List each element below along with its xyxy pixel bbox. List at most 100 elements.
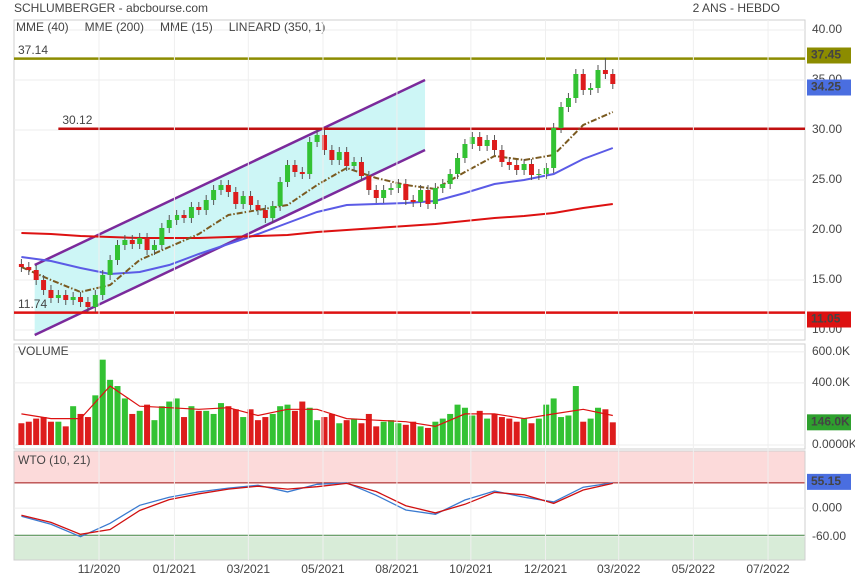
value-box: [807, 414, 851, 431]
volume-bar: [321, 417, 328, 445]
volume-bar: [277, 406, 284, 445]
candle-body: [218, 185, 224, 190]
volume-bar: [240, 417, 247, 445]
volume-bar: [314, 420, 321, 445]
plot-area: 37.14 30.12 11.74: [14, 43, 805, 337]
value-box: [807, 311, 851, 328]
candle-body: [188, 207, 194, 218]
candle-body: [336, 152, 342, 160]
candle-body: [78, 297, 84, 302]
zone: [14, 451, 805, 483]
x-tick-label: 07/2022: [746, 562, 790, 576]
y-tick-label: 600.0K: [812, 344, 850, 358]
x-tick-label: 03/2022: [597, 562, 641, 576]
volume-bar: [210, 413, 217, 445]
volume-bar: [70, 406, 77, 445]
candle-body: [381, 190, 387, 198]
volume-bar: [225, 406, 232, 445]
candle-body: [344, 152, 350, 166]
volume-bar: [580, 421, 587, 445]
value-box: [807, 47, 851, 64]
volume-bar: [84, 417, 91, 445]
volume-bar: [269, 413, 276, 445]
candle-body: [307, 142, 313, 174]
volume-average: [21, 385, 613, 428]
volume-bar: [461, 407, 468, 445]
candle-body: [580, 74, 586, 90]
volume-bar: [491, 413, 498, 445]
volume-bar: [203, 410, 210, 445]
value-label: 11.05: [811, 312, 841, 326]
candle-body: [144, 238, 150, 250]
volume-bar: [484, 418, 491, 445]
volume-bar: [476, 410, 483, 445]
candle-body: [484, 140, 490, 146]
value-label: 55.15: [811, 474, 841, 488]
candle-body: [33, 270, 39, 280]
volume-bar: [99, 359, 106, 445]
x-tick-label: 05/2022: [672, 562, 716, 576]
volume-bar: [217, 403, 224, 445]
x-tick-label: 05/2021: [301, 562, 345, 576]
chart-title: SCHLUMBERGER - abcbourse.com: [14, 1, 208, 15]
candle-body: [277, 182, 283, 206]
candle-body: [351, 162, 357, 166]
candle-body: [506, 162, 512, 165]
candle-body: [159, 228, 165, 245]
panel-title: WTO (10, 21): [18, 453, 90, 467]
y-tick-label: 400.0K: [812, 375, 850, 389]
volume-bar: [565, 415, 572, 445]
value-label: 34.25: [811, 80, 841, 94]
volume-bar: [454, 404, 461, 445]
volume-bar: [439, 418, 446, 445]
panel-border: [13, 450, 806, 561]
candle-body: [610, 74, 616, 84]
candle-body: [395, 184, 401, 188]
y-tick-label: 0.000: [812, 500, 842, 514]
candle-body: [55, 295, 61, 298]
value-label: 146.0K: [811, 414, 850, 428]
candle-body: [137, 238, 143, 244]
y-tick-label: -60.00: [812, 529, 846, 543]
volume-bar: [254, 420, 261, 445]
volume-bar: [535, 418, 542, 445]
candle-body: [107, 260, 113, 275]
x-tick-label: 12/2021: [524, 562, 568, 576]
volume-bar: [121, 398, 128, 445]
moving-average: [21, 203, 613, 239]
candle-body: [100, 275, 106, 295]
volume-bar: [506, 418, 513, 445]
candle-body: [358, 162, 364, 176]
volume-bar: [543, 404, 550, 445]
volume-bar: [232, 409, 239, 445]
candle-body: [410, 200, 416, 202]
volume-bar: [306, 407, 313, 445]
candle-body: [26, 267, 32, 270]
volume-bar: [469, 415, 476, 445]
value-label: 37.45: [811, 48, 841, 62]
candle-body: [403, 184, 409, 200]
volume-bar: [572, 386, 579, 445]
candle-body: [573, 74, 579, 98]
candle-body: [181, 215, 187, 218]
panel-title: VOLUME: [18, 344, 69, 358]
volume-bar: [299, 401, 306, 445]
volume-bar: [550, 398, 557, 445]
moving-average: [20, 111, 614, 294]
volume-bar: [343, 420, 350, 445]
volume-bar: [158, 406, 165, 445]
oscillator-line: [21, 482, 613, 535]
y-tick-label: 25.00: [812, 172, 842, 186]
candle-body: [285, 165, 291, 182]
y-tick-label: 20.00: [812, 222, 842, 236]
x-tick-label: 11/2020: [78, 562, 121, 576]
x-tick-label: 08/2021: [375, 562, 419, 576]
candle-body: [588, 88, 594, 90]
volume-bar: [402, 424, 409, 445]
volume-bar: [432, 421, 439, 445]
candle-body: [196, 207, 202, 210]
volume-bar: [609, 422, 616, 445]
volume-bar: [380, 421, 387, 445]
level-label: 11.74: [18, 297, 47, 311]
